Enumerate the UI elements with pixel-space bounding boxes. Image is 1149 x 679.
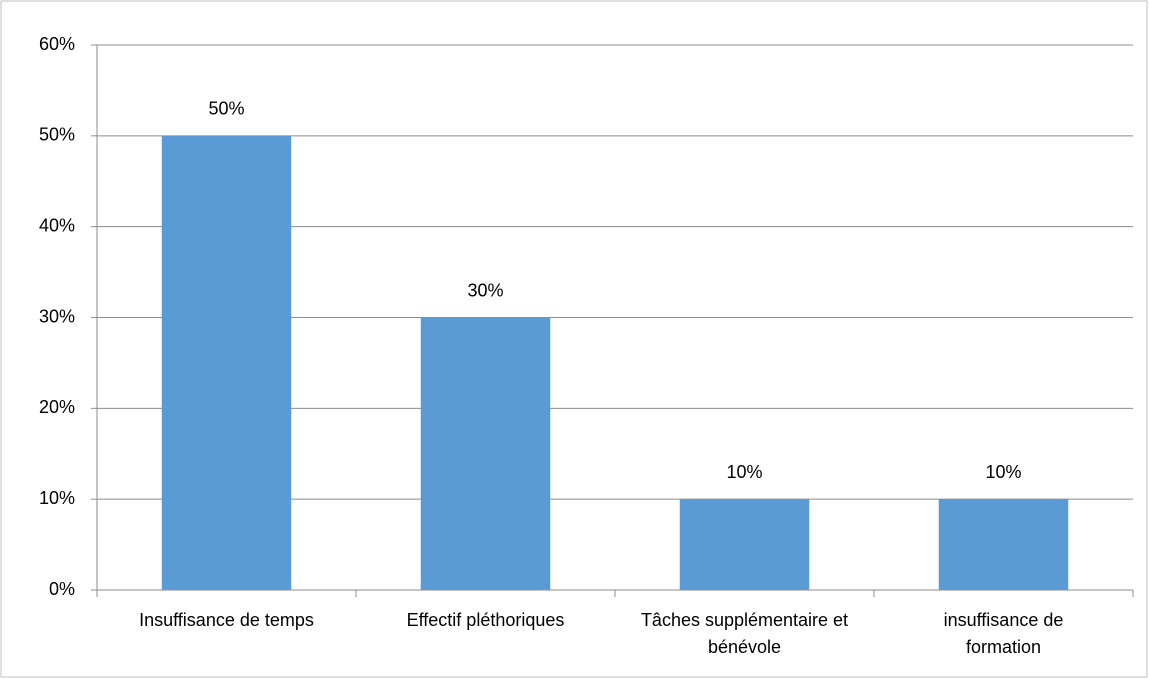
y-tick-label: 30% xyxy=(39,306,75,326)
x-tick-label: insuffisance de formation xyxy=(943,610,1064,657)
bar xyxy=(679,499,810,590)
y-tick-label: 60% xyxy=(39,34,75,54)
data-label: 10% xyxy=(726,462,762,482)
data-label: 30% xyxy=(467,280,503,300)
data-label: 50% xyxy=(208,99,244,119)
x-tick-label: Insuffisance de temps xyxy=(139,610,314,630)
bar xyxy=(161,135,292,591)
data-label: 10% xyxy=(985,462,1021,482)
bar xyxy=(938,499,1069,590)
x-tick-label: Tâches supplémentaire et bénévole xyxy=(640,610,849,657)
y-tick-label: 0% xyxy=(49,579,75,599)
y-tick-label: 10% xyxy=(39,488,75,508)
bar xyxy=(420,317,551,590)
y-tick-label: 40% xyxy=(39,215,75,235)
y-tick-label: 50% xyxy=(39,125,75,145)
y-tick-label: 20% xyxy=(39,397,75,417)
x-tick-label: Effectif pléthoriques xyxy=(406,610,565,630)
